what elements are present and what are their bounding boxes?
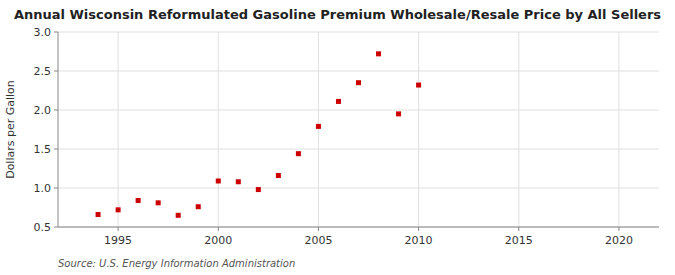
y-grid-line [58, 149, 659, 150]
x-tick-label: 2005 [304, 234, 332, 247]
point [296, 151, 301, 156]
y-tick-label: 2.0 [34, 104, 52, 117]
point [416, 83, 421, 88]
x-tick [418, 227, 419, 231]
x-tick [318, 227, 319, 231]
x-tick [118, 227, 119, 231]
y-tick [54, 188, 58, 189]
x-tick-label: 1995 [104, 234, 132, 247]
point [156, 200, 161, 205]
y-grid-line [58, 71, 659, 72]
point [256, 187, 261, 192]
x-grid-line [418, 32, 419, 227]
point [336, 99, 341, 104]
chart-container: 1995 2000 2005 2010 2015 2020 0.5 1.0 1.5 2.0 2.5 3… [0, 0, 675, 275]
title: Annual Wisconsin Reformulated Gasoline P… [14, 7, 661, 22]
x-tick-label: 2010 [405, 234, 433, 247]
y-tick [54, 71, 58, 72]
point [376, 51, 381, 56]
x-grid-line [518, 32, 519, 227]
y-axis-label: Dollars per Gallon [4, 80, 17, 179]
grid [58, 32, 659, 227]
x-grid-line [318, 32, 319, 227]
points [96, 51, 422, 217]
y-tick [54, 227, 58, 228]
x-axis-line [58, 227, 659, 228]
y-grid-line [58, 32, 659, 33]
point [216, 178, 221, 183]
y-tick-label: 2.5 [34, 65, 52, 78]
point [236, 179, 241, 184]
annotation: Source: U.S. Energy Information Administ… [58, 258, 295, 269]
x-grid-line [218, 32, 219, 227]
x-tick-label: 2015 [505, 234, 533, 247]
y-tick [54, 110, 58, 111]
x-tick-label: 2000 [204, 234, 232, 247]
y-tick-label: 1.5 [34, 143, 52, 156]
point [176, 213, 181, 218]
y-tick [54, 149, 58, 150]
point [396, 111, 401, 116]
point [316, 124, 321, 129]
point [136, 198, 141, 203]
y-grid-line [58, 227, 659, 228]
x-tick-label: 2020 [605, 234, 633, 247]
point [196, 204, 201, 209]
y-grid-line [58, 110, 659, 111]
x-tick [518, 227, 519, 231]
y-tick-label: 0.5 [34, 221, 52, 234]
point [276, 173, 281, 178]
x-tick [618, 227, 619, 231]
y-axis-line [58, 32, 59, 227]
y-tick-label: 3.0 [34, 26, 52, 39]
point [96, 212, 101, 217]
chart: 1995 2000 2005 2010 2015 2020 0.5 1.0 1.5 2.0 2.5 3… [0, 0, 675, 275]
y-tick [54, 32, 58, 33]
y-tick-label: 1.0 [34, 182, 52, 195]
point [356, 80, 361, 85]
x-grid-line [118, 32, 119, 227]
point [116, 207, 121, 212]
y-grid-line [58, 188, 659, 189]
x-grid-line [618, 32, 619, 227]
x-tick [218, 227, 219, 231]
